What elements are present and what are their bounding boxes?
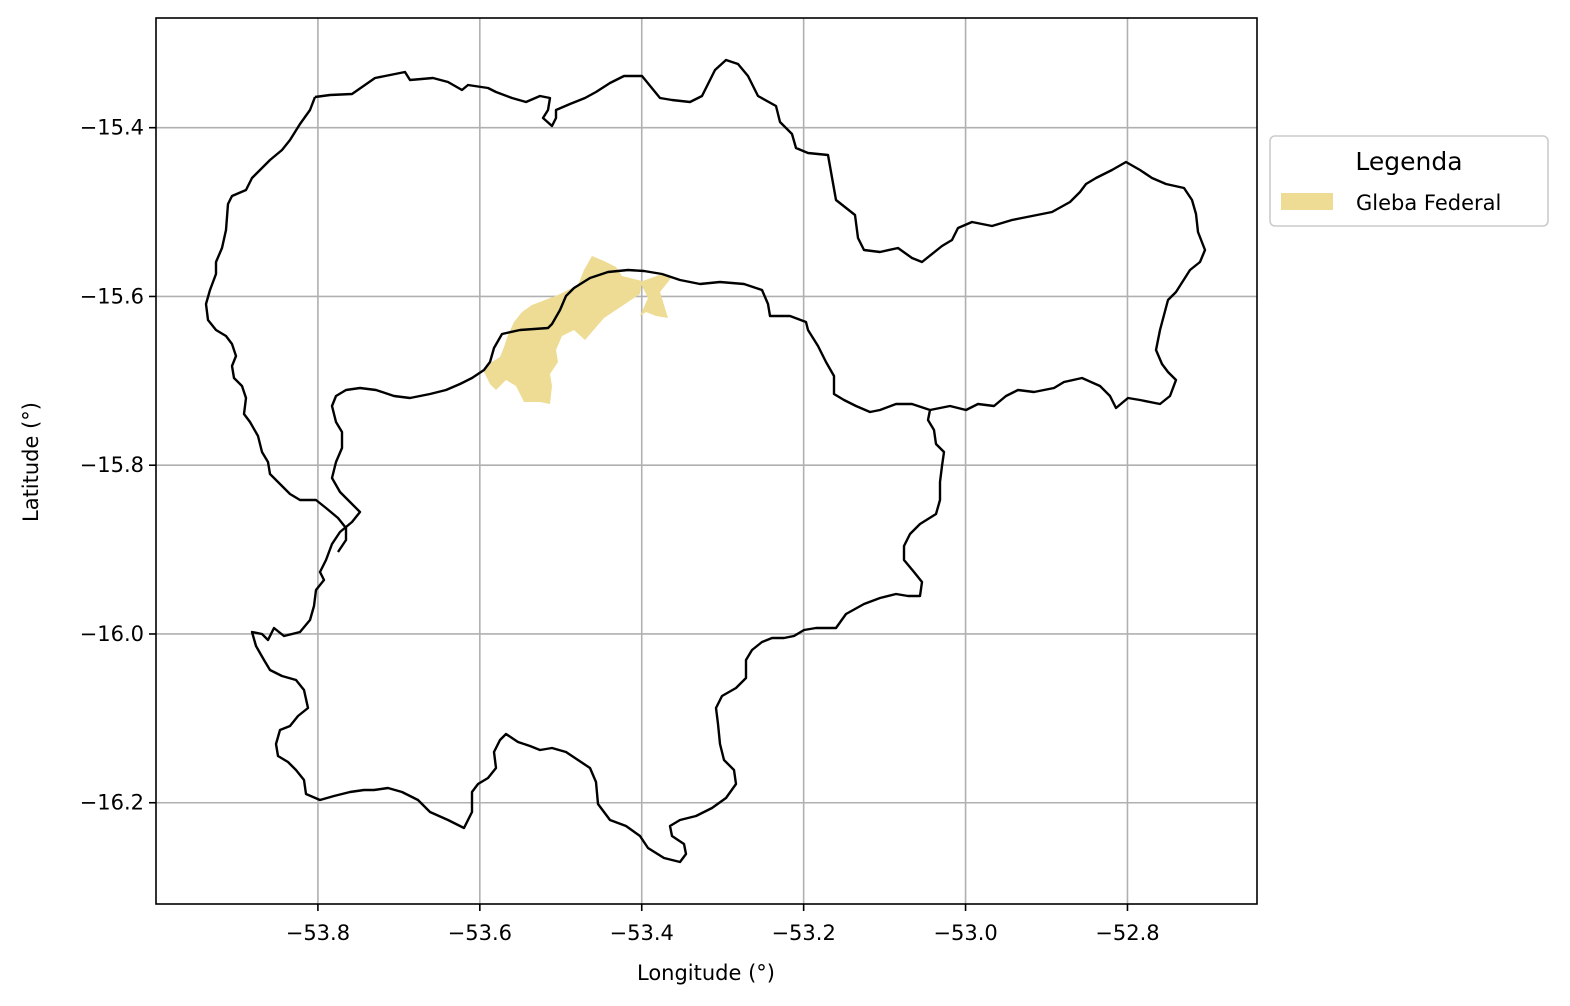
plot-frame	[155, 17, 1258, 905]
legend-box	[1269, 135, 1549, 227]
legend: Legenda Gleba Federal	[1269, 135, 1549, 227]
x-tick-label: −52.8	[1095, 921, 1159, 945]
legend-label-gleba-federal: Gleba Federal	[1356, 191, 1501, 215]
x-tick-label: −53.2	[771, 921, 835, 945]
grid-lines	[156, 18, 1257, 904]
y-tick-label: −16.0	[80, 622, 144, 646]
y-tick-label: −15.6	[80, 284, 144, 308]
x-tick-label: −53.8	[286, 921, 350, 945]
y-tick-label: −16.2	[80, 791, 144, 815]
gleba-federal-area	[484, 256, 672, 404]
x-axis-label: Longitude (°)	[637, 961, 775, 985]
x-axis-ticks: −53.8 −53.6 −53.4 −53.2 −53.0 −52.8	[286, 904, 1160, 945]
x-tick-label: −53.6	[448, 921, 512, 945]
plot-area	[156, 18, 1257, 904]
municipality-boundary	[204, 58, 1207, 864]
y-axis-label: Latitude (°)	[19, 402, 43, 522]
y-tick-label: −15.8	[80, 453, 144, 477]
y-axis-ticks: −15.4 −15.6 −15.8 −16.0 −16.2	[80, 116, 156, 815]
y-tick-label: −15.4	[80, 116, 144, 140]
x-tick-label: −53.4	[610, 921, 674, 945]
legend-swatch-gleba-federal	[1281, 193, 1333, 210]
legend-title: Legenda	[1355, 147, 1462, 176]
x-tick-label: −53.0	[933, 921, 997, 945]
